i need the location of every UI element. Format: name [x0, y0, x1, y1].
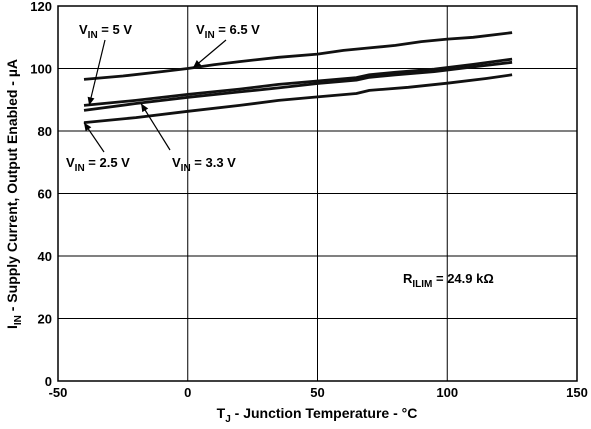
- series-line-vin-2-5: [83, 73, 513, 124]
- x-tick-label: 150: [566, 385, 588, 400]
- y-tick-label: 80: [38, 124, 52, 139]
- series-label-vin-5: VIN = 5 V: [79, 22, 132, 41]
- x-tick-label: 0: [184, 385, 191, 400]
- arrow-vin-6-5-head: [192, 60, 202, 68]
- y-tick-label: 20: [38, 312, 52, 327]
- arrow-vin-3-3-head: [141, 103, 149, 113]
- arrow-vin-3-3: [140, 103, 171, 151]
- plot-frame: [57, 5, 578, 382]
- rilim-annotation: RILIM = 24.9 kΩ: [403, 271, 494, 290]
- y-tick-label: 0: [45, 374, 52, 389]
- x-tick-label: 50: [310, 385, 324, 400]
- y-tick-label: 60: [38, 187, 52, 202]
- series-group: [83, 31, 513, 124]
- y-tick-label: 120: [30, 0, 52, 14]
- arrow-vin-5-head: [87, 96, 95, 106]
- series-label-vin-6-5: VIN = 6.5 V: [196, 22, 260, 41]
- x-tick-label: -50: [49, 385, 68, 400]
- y-tick-label: 100: [30, 62, 52, 77]
- arrows-group: [83, 39, 227, 153]
- series-line-vin-6-5: [83, 31, 513, 81]
- series-line-vin-3-3: [83, 60, 513, 112]
- x-tick-label: 100: [436, 385, 458, 400]
- series-label-vin-2-5: VIN = 2.5 V: [66, 155, 130, 174]
- arrow-vin-5: [88, 39, 106, 106]
- arrow-vin-2-5-head: [83, 122, 92, 132]
- series-label-vin-3-3: VIN = 3.3 V: [172, 155, 236, 174]
- y-tick-label: 40: [38, 249, 52, 264]
- series-line-vin-5: [83, 57, 513, 107]
- x-axis-title: TJ - Junction Temperature - °C: [217, 405, 418, 425]
- y-axis-title: IIN - Supply Current, Output Enabled - µ…: [4, 59, 24, 329]
